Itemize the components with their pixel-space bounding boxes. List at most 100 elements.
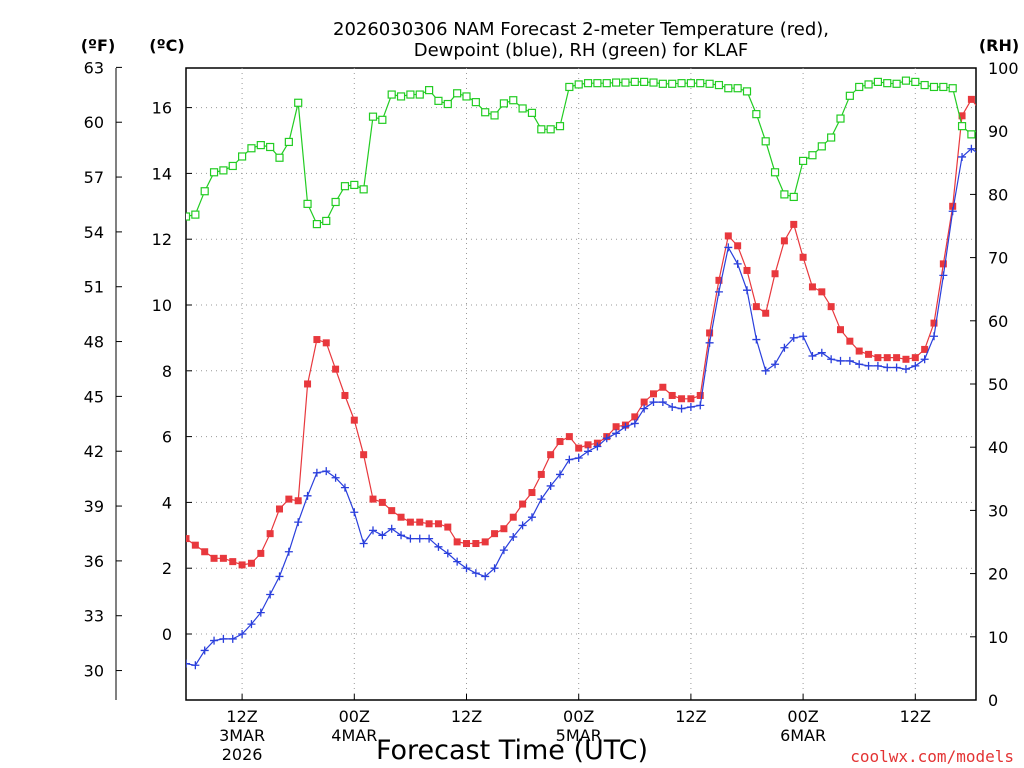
- dewpoint-point: [658, 398, 667, 407]
- temperature-point: [304, 380, 312, 388]
- rh-tick-label: 100: [988, 59, 1019, 78]
- dewpoint-point: [312, 468, 321, 477]
- rh-point: [939, 82, 948, 92]
- rh-point: [855, 82, 864, 92]
- dewpoint-point: [415, 534, 424, 543]
- fahrenheit-tick-label: 60: [84, 113, 104, 132]
- rh-point: [415, 90, 424, 99]
- dewpoint-point: [256, 608, 265, 617]
- temperature-point: [977, 107, 984, 114]
- rh-tick-label: 80: [988, 185, 1008, 204]
- rh-point: [696, 79, 705, 88]
- temperature-point: [547, 451, 555, 459]
- rh-point: [621, 78, 630, 87]
- dewpoint-point: [219, 634, 228, 643]
- rh-point: [527, 108, 537, 117]
- temperature-point: [846, 337, 854, 345]
- rh-point: [284, 137, 293, 147]
- dewpoint-point: [593, 442, 602, 451]
- temperature-point: [444, 523, 452, 531]
- rh-point: [266, 142, 275, 152]
- rh-point: [742, 87, 752, 96]
- rh-point: [686, 79, 696, 88]
- rh-point: [583, 79, 593, 88]
- temperature-point: [659, 383, 667, 391]
- celsius-tick-label: 4: [162, 493, 172, 512]
- dewpoint-point: [565, 455, 574, 464]
- dewpoint-point: [387, 524, 396, 533]
- temperature-point: [434, 520, 442, 528]
- fahrenheit-tick-label: 63: [84, 58, 104, 77]
- x-tick-label: 4MAR: [331, 726, 377, 745]
- x-tick-label: 00Z: [563, 707, 594, 726]
- celsius-tick-label: 12: [152, 230, 172, 249]
- rh-point: [350, 180, 359, 190]
- rh-point: [191, 210, 200, 219]
- temperature-point: [378, 498, 386, 506]
- x-tick-label: 2026: [222, 745, 263, 764]
- dewpoint-point: [948, 207, 957, 216]
- x-tick-label: 6MAR: [780, 726, 826, 745]
- dewpoint-point: [331, 473, 340, 482]
- series-rh: [186, 76, 976, 229]
- series-temperature: [186, 95, 984, 569]
- rh-tick-label: 40: [988, 438, 1008, 457]
- x-tick-label: 12Z: [226, 707, 257, 726]
- dewpoint-point: [883, 363, 892, 372]
- rh-point: [303, 199, 312, 208]
- dewpoint-point: [294, 518, 303, 527]
- dewpoint-point: [340, 483, 349, 492]
- x-axis-label: Forecast Time (UTC): [376, 735, 648, 766]
- dewpoint-point: [303, 491, 312, 500]
- dewpoint-point: [836, 356, 845, 365]
- rh-point: [668, 79, 677, 88]
- rh-point: [640, 77, 649, 87]
- temperature-point: [565, 433, 573, 441]
- dewpoint-point: [733, 259, 742, 268]
- dewpoint-point: [930, 332, 938, 341]
- rh-point: [340, 182, 350, 191]
- rh-point: [275, 153, 284, 162]
- dewpoint-point: [724, 243, 733, 252]
- temperature-point: [921, 345, 929, 353]
- x-tick-label: 12Z: [900, 707, 931, 726]
- temperature-point: [678, 395, 686, 403]
- dewpoint-point: [574, 453, 583, 462]
- dewpoint-point: [920, 355, 929, 364]
- temperature-point: [696, 391, 704, 399]
- fahrenheit-tick-label: 30: [84, 662, 104, 681]
- series-layer: [186, 76, 984, 670]
- rh-point: [602, 79, 611, 88]
- temperature-point: [313, 336, 321, 344]
- rh-point: [509, 96, 518, 105]
- dewpoint-point: [714, 287, 723, 296]
- temperature-point: [191, 541, 199, 549]
- temperature-point: [949, 202, 957, 210]
- rh-point: [724, 84, 733, 93]
- fahrenheit-tick-label: 33: [84, 607, 104, 626]
- dewpoint-point: [808, 351, 817, 360]
- temperature-point: [612, 423, 620, 431]
- dewpoint-point: [453, 557, 462, 566]
- rh-point: [238, 152, 247, 161]
- rh-point: [219, 166, 228, 175]
- rh-point: [443, 99, 452, 109]
- rh-point: [733, 84, 742, 93]
- dewpoint-point: [780, 343, 789, 352]
- rh-point: [677, 79, 686, 88]
- celsius-tick-label: 14: [152, 164, 172, 183]
- temperature-point: [808, 283, 816, 291]
- temperature-point: [416, 518, 424, 526]
- rh-point: [209, 168, 219, 177]
- dewpoint-point: [855, 360, 864, 369]
- x-tick-label: 12Z: [675, 707, 706, 726]
- rh-point: [957, 122, 967, 131]
- rh-point: [630, 77, 639, 87]
- temperature-point: [911, 354, 919, 362]
- temperature-point: [332, 365, 340, 373]
- temperature-point: [491, 530, 499, 538]
- celsius-tick-label: 8: [162, 362, 172, 381]
- rh-point: [434, 96, 443, 105]
- rh-point: [864, 80, 873, 89]
- dewpoint-point: [901, 365, 910, 374]
